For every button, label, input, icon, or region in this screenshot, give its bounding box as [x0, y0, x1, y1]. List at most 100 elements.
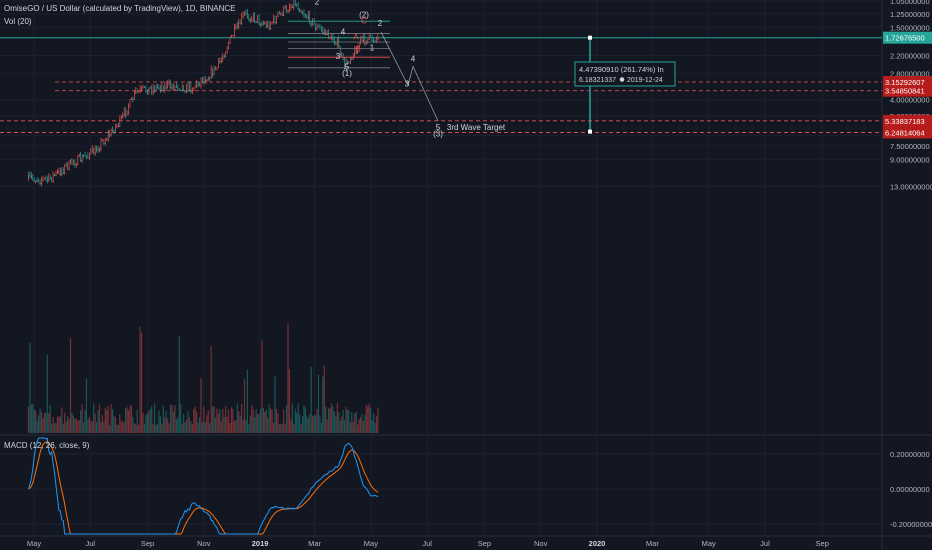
- volume-bar: [36, 420, 38, 433]
- candle-body: [93, 152, 95, 154]
- volume-bar: [217, 413, 220, 433]
- volume-bar: [164, 417, 166, 433]
- volume-bar: [154, 403, 156, 433]
- volume-bar: [113, 416, 115, 433]
- candle-body: [204, 80, 206, 82]
- candle-body: [183, 90, 185, 92]
- candle-body: [32, 178, 34, 180]
- wave-label: 4: [341, 27, 346, 36]
- candle-body: [222, 58, 224, 60]
- volume-bar: [35, 410, 37, 433]
- candle-body: [80, 160, 82, 161]
- candle-body: [164, 89, 166, 91]
- volume-bar: [98, 404, 101, 433]
- volume-bar: [122, 420, 124, 433]
- volume-bar: [291, 403, 293, 433]
- candle-body: [217, 67, 220, 69]
- price-badge: [883, 126, 932, 139]
- volume-bar: [90, 420, 92, 433]
- candle-body: [256, 22, 259, 23]
- volume-bar: [312, 416, 314, 433]
- volume-bar: [43, 412, 46, 433]
- measure-handle-top: [588, 129, 592, 134]
- candle-body: [355, 52, 357, 53]
- candle-body: [299, 11, 301, 13]
- candle-body: [123, 113, 125, 115]
- candle-body: [46, 180, 48, 182]
- volume-bar: [338, 411, 340, 433]
- volume-bar: [91, 421, 93, 433]
- volume-bar: [307, 417, 309, 433]
- volume-bar: [59, 416, 61, 433]
- candle-body: [39, 183, 41, 184]
- candle-body: [213, 74, 215, 76]
- volume-bar: [30, 404, 32, 433]
- candle-body: [314, 28, 317, 29]
- wave-projection-path: [380, 31, 439, 122]
- time-tick-label: 2019: [252, 539, 269, 548]
- volume-bar: [284, 423, 286, 433]
- volume-bar: [294, 408, 296, 433]
- volume-bar: [216, 408, 218, 433]
- candle-body: [156, 87, 159, 88]
- candle-body: [113, 132, 115, 134]
- wave-label: 4: [411, 54, 416, 63]
- volume-bar: [371, 420, 373, 433]
- candle-body: [139, 90, 141, 92]
- candle-body: [114, 132, 117, 134]
- volume-bar: [190, 421, 192, 433]
- candle-body: [87, 157, 89, 159]
- wave-label: B: [355, 45, 360, 54]
- candle-body: [367, 42, 369, 44]
- price-tick-label: 2.80000000: [890, 69, 930, 78]
- candle-body: [306, 16, 308, 18]
- candle-body: [270, 28, 272, 29]
- candle-body: [51, 180, 53, 182]
- time-tick-label: May: [702, 539, 716, 548]
- volume-bar: [304, 407, 307, 433]
- time-tick-label: Jul: [422, 539, 432, 548]
- candle-body: [138, 90, 140, 92]
- candle-body: [274, 22, 276, 23]
- candle-body: [317, 26, 320, 27]
- volume-bar: [167, 418, 169, 433]
- candle-body: [258, 23, 260, 25]
- candle-body: [329, 37, 331, 39]
- volume-bar: [227, 409, 230, 433]
- volume-bar: [61, 407, 63, 433]
- candle-body: [61, 174, 63, 175]
- volume-bar: [175, 419, 177, 433]
- volume-bar: [283, 409, 285, 433]
- volume-bar: [251, 405, 253, 433]
- candle-body: [226, 51, 228, 53]
- volume-label: Vol (20): [4, 17, 32, 26]
- candle-body: [301, 12, 304, 14]
- time-tick-label: Nov: [534, 539, 548, 548]
- macd-tick-label: -0.20000000: [890, 520, 932, 529]
- candle-body: [88, 157, 90, 159]
- candle-body: [275, 22, 278, 23]
- volume-bar: [78, 420, 80, 433]
- volume-bar: [364, 415, 366, 433]
- volume-bar: [185, 419, 188, 433]
- candle-body: [106, 139, 108, 140]
- volume-bar: [359, 416, 362, 433]
- candle-body: [361, 39, 363, 41]
- candle-body: [154, 90, 156, 92]
- volume-bar: [372, 413, 375, 433]
- wave-label: 5: [436, 123, 441, 132]
- target-zone-label: 3rd Wave Target: [447, 123, 506, 132]
- candle-body: [209, 77, 211, 79]
- volume-bar: [159, 415, 162, 433]
- volume-bar: [158, 410, 160, 433]
- candle-body: [312, 24, 314, 26]
- candle-body: [198, 85, 201, 87]
- volume-bar: [236, 403, 238, 433]
- volume-bar: [142, 412, 144, 433]
- candle-body: [58, 171, 60, 173]
- candle-body: [216, 69, 218, 71]
- candle-body: [207, 79, 209, 81]
- candle-body: [359, 43, 362, 45]
